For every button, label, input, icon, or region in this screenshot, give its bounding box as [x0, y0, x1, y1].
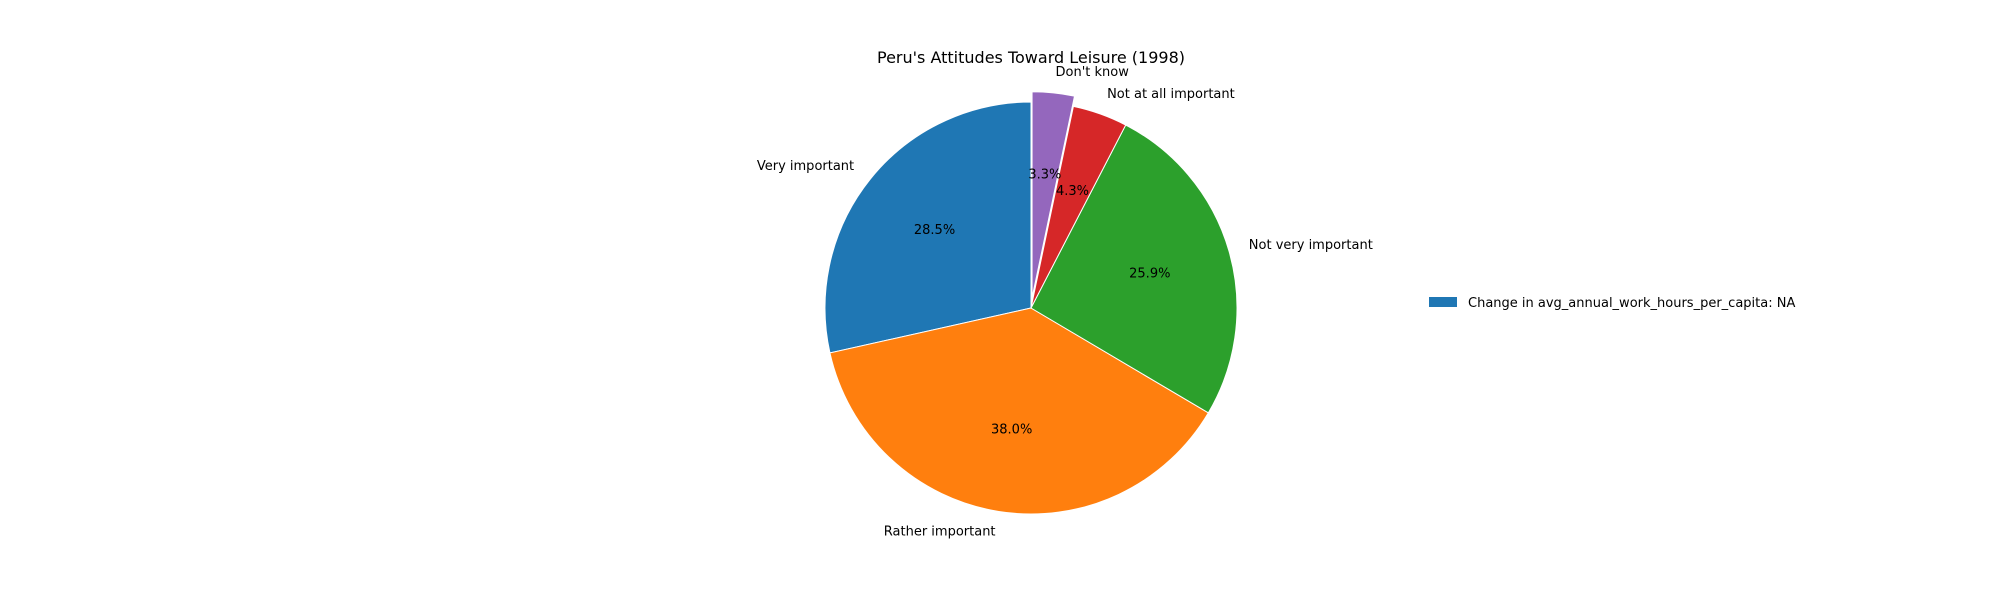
- legend-swatch: [1429, 297, 1457, 307]
- slice-label: Rather important: [884, 524, 996, 539]
- pie-slice: [829, 307, 1209, 515]
- slice-label: Not at all important: [1107, 87, 1235, 102]
- slice-label: Don't know: [1056, 65, 1130, 80]
- slice-percent-label: 28.5%: [914, 223, 955, 238]
- pie-labels: Very important 28.5% Rather important 38.0%…: [757, 65, 1373, 539]
- pie-slice: [824, 101, 1032, 354]
- slice-percent-label: 25.9%: [1129, 266, 1170, 281]
- pie-slices: [824, 91, 1238, 515]
- slice-percent-label: 3.3%: [1028, 167, 1061, 182]
- slice-label: Not very important: [1249, 238, 1373, 253]
- pie-slice: [1031, 91, 1076, 298]
- slice-percent-label: 4.3%: [1056, 184, 1089, 199]
- legend: Change in avg_annual_work_hours_per_capi…: [1429, 296, 1795, 311]
- pie-slice: [1030, 124, 1238, 414]
- legend-label: Change in avg_annual_work_hours_per_capi…: [1468, 296, 1795, 311]
- slice-label: Very important: [757, 159, 854, 174]
- pie-slice: [1030, 105, 1127, 309]
- chart-title: Peru's Attitudes Toward Leisure (1998): [877, 48, 1185, 67]
- slice-percent-label: 38.0%: [991, 423, 1032, 438]
